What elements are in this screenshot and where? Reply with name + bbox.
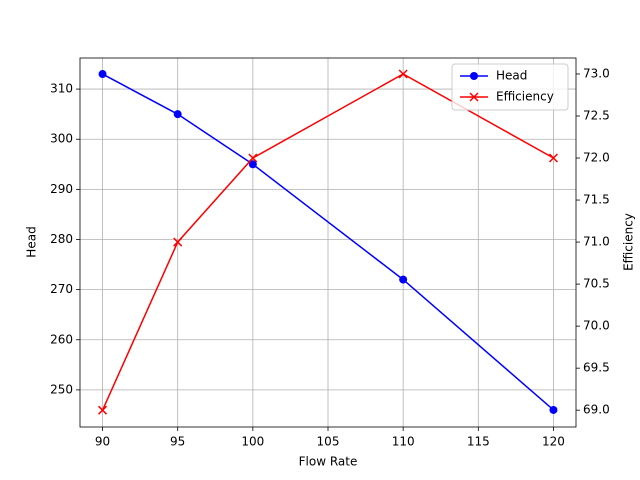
y-tick-label: 270 [50, 282, 73, 296]
y-tick-label: 250 [50, 382, 73, 396]
x-tick-label: 110 [392, 435, 415, 449]
legend-label: Efficiency [496, 90, 554, 104]
y-tick-label: 300 [50, 132, 73, 146]
y2-tick-label: 69.0 [583, 403, 610, 417]
x-tick-label: 115 [467, 435, 490, 449]
marker [548, 153, 558, 163]
marker [98, 70, 107, 79]
y2-tick-label: 70.0 [583, 319, 610, 333]
y2-tick-label: 73.0 [583, 66, 610, 80]
y-axis-label: Head [25, 226, 39, 257]
legend-label: Head [496, 69, 527, 83]
x-tick-label: 95 [170, 435, 185, 449]
y-tick-label: 280 [50, 232, 73, 246]
marker [173, 237, 183, 247]
x-tick-label: 105 [317, 435, 340, 449]
y2-tick-label: 71.0 [583, 235, 610, 249]
x-tick-label: 100 [241, 435, 264, 449]
marker [398, 69, 408, 79]
grid-layer [80, 58, 576, 427]
y2-tick-label: 72.0 [583, 151, 610, 165]
x-tick-label: 90 [95, 435, 110, 449]
y2-tick-label: 69.5 [583, 361, 610, 375]
y-tick-label: 290 [50, 182, 73, 196]
y2-axis-label: Efficiency [622, 213, 636, 271]
tick-layer: 90 95 100 105 110 115 120 250 260 270 280 290 300 310… [50, 66, 610, 448]
y2-tick-label: 72.5 [583, 108, 610, 122]
y2-tick-label: 71.5 [583, 193, 610, 207]
marker [470, 72, 478, 80]
x-axis-label: Flow Rate [299, 455, 358, 469]
marker [469, 92, 479, 102]
marker [549, 405, 558, 414]
y-tick-label: 260 [50, 332, 73, 346]
y2-tick-label: 70.5 [583, 277, 610, 291]
x-tick-label: 120 [542, 435, 565, 449]
marker [173, 110, 182, 119]
legend: Head Efficiency [451, 63, 569, 111]
y-tick-label: 310 [50, 82, 73, 96]
marker [248, 160, 257, 169]
marker [248, 153, 258, 163]
marker [399, 275, 408, 284]
marker [98, 405, 108, 415]
